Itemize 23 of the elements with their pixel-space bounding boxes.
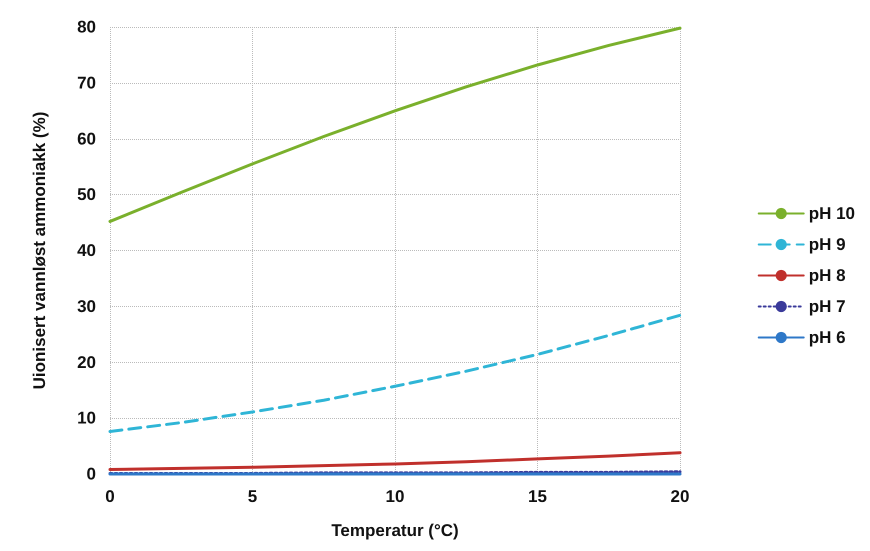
y-tick-label: 10	[77, 408, 96, 428]
y-axis-title: Uionisert vannløst ammoniakk (%)	[30, 112, 49, 390]
legend-label: pH 8	[808, 266, 846, 285]
line-series	[108, 451, 682, 472]
y-tick-label: 50	[77, 185, 96, 204]
legend-label: pH 10	[808, 204, 856, 223]
y-tick-label: 80	[77, 18, 96, 36]
x-axis-title: Temperatur (°C)	[331, 521, 459, 540]
y-tick-label: 20	[77, 352, 96, 372]
legend-label: pH 6	[808, 328, 846, 347]
x-tick-label: 0	[105, 487, 115, 506]
x-tick-label: 5	[248, 487, 258, 506]
x-tick-label: 15	[528, 487, 547, 506]
y-tick-label: 70	[77, 73, 96, 92]
legend-label: pH 7	[808, 297, 846, 316]
x-tick-label: 20	[670, 487, 690, 506]
y-tick-label: 60	[77, 129, 96, 148]
legend-label: pH 9	[808, 235, 846, 254]
y-tick-label: 0	[86, 464, 96, 484]
x-tick-label: 10	[386, 487, 404, 506]
y-tick-label: 30	[77, 296, 96, 316]
y-tick-label: 40	[77, 241, 96, 260]
line-series	[108, 314, 682, 434]
